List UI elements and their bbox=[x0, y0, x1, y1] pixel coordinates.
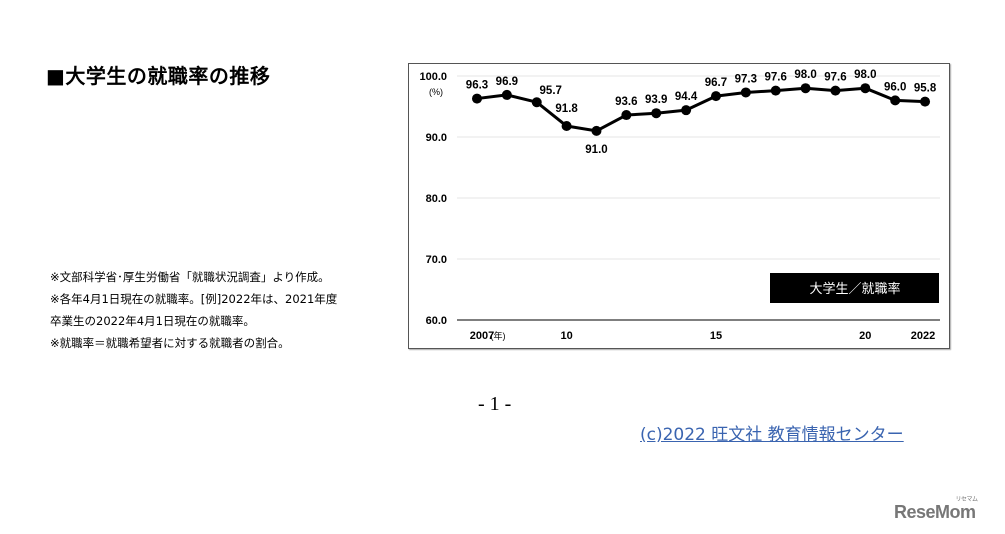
data-point bbox=[920, 96, 931, 107]
page-number: - 1 - bbox=[478, 393, 512, 415]
logo-subtext: リセマム bbox=[955, 497, 979, 503]
note-line: ※各年4月1日現在の就職率。[例]2022年は、2021年度 bbox=[50, 292, 338, 306]
series-line bbox=[476, 86, 926, 133]
data-label: 96.0 bbox=[884, 81, 906, 93]
y-tick-label: 60.0 bbox=[426, 315, 447, 327]
data-label: 91.8 bbox=[555, 103, 578, 115]
y-tick-label: 90.0 bbox=[426, 132, 447, 144]
data-point bbox=[710, 91, 721, 102]
copyright-link[interactable]: (c)2022 旺文社 教育情報センター bbox=[640, 425, 904, 445]
x-tick-label: 2022 bbox=[911, 330, 935, 342]
resemom-logo: ReseMom リセマム bbox=[894, 497, 978, 523]
note-line: ※文部科学省･厚生労働省「就職状況調査」より作成。 bbox=[50, 270, 330, 284]
data-label: 91.0 bbox=[585, 144, 607, 156]
y-tick-label: 80.0 bbox=[426, 193, 447, 205]
data-point bbox=[561, 121, 572, 132]
data-point bbox=[651, 108, 662, 119]
data-label: 93.6 bbox=[615, 96, 637, 108]
data-label: 96.3 bbox=[466, 80, 488, 92]
data-point bbox=[621, 110, 632, 121]
data-label: 95.7 bbox=[540, 85, 562, 97]
chart-frame bbox=[408, 63, 950, 349]
data-label: 96.9 bbox=[496, 76, 518, 88]
x-axis-unit: (年) bbox=[491, 330, 506, 341]
data-label: 94.4 bbox=[675, 91, 698, 103]
legend-label: 大学生／就職率 bbox=[809, 281, 900, 296]
logo-text: ReseMom bbox=[894, 502, 976, 522]
note-line: 卒業生の2022年4月1日現在の就職率。 bbox=[50, 314, 255, 328]
data-label: 95.8 bbox=[914, 83, 937, 95]
data-label: 97.6 bbox=[765, 72, 787, 84]
x-tick-label: 2007 bbox=[470, 330, 494, 342]
data-label: 98.0 bbox=[794, 69, 816, 81]
data-label: 97.6 bbox=[824, 72, 846, 84]
data-point bbox=[501, 89, 512, 100]
y-tick-label: 70.0 bbox=[426, 254, 447, 266]
data-point bbox=[830, 85, 841, 96]
data-point bbox=[860, 83, 871, 94]
x-tick-label: 20 bbox=[859, 330, 871, 342]
data-label: 93.9 bbox=[645, 94, 667, 106]
y-tick-label: 100.0 bbox=[419, 71, 447, 83]
data-point bbox=[472, 93, 482, 104]
data-label: 97.3 bbox=[735, 73, 757, 85]
legend-box bbox=[770, 273, 939, 303]
page-title: ■大学生の就職率の推移 bbox=[46, 64, 271, 88]
source-notes: ※文部科学省･厚生労働省「就職状況調査」より作成。 ※各年4月1日現在の就職率。… bbox=[50, 266, 337, 354]
data-label: 96.7 bbox=[705, 77, 727, 89]
data-point bbox=[890, 95, 901, 106]
data-point bbox=[740, 87, 751, 98]
x-tick-label: 15 bbox=[710, 330, 722, 342]
data-point bbox=[531, 97, 542, 108]
data-point bbox=[681, 105, 692, 116]
y-axis-unit: (%) bbox=[429, 87, 443, 97]
data-label: 98.0 bbox=[854, 69, 876, 81]
data-point bbox=[770, 85, 781, 96]
data-point bbox=[800, 83, 811, 94]
note-line: ※就職率＝就職希望者に対する就職者の割合。 bbox=[50, 336, 290, 350]
data-point bbox=[591, 125, 602, 136]
x-tick-label: 10 bbox=[560, 330, 572, 342]
